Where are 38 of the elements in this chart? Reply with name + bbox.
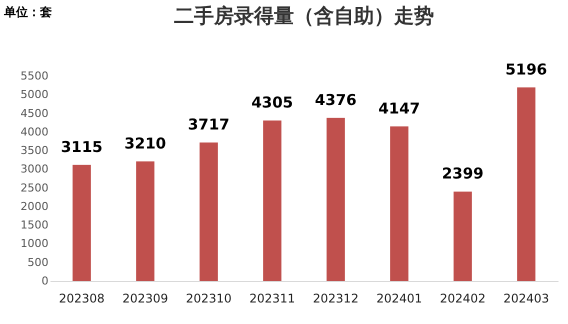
- y-tick-label: 1000: [20, 237, 48, 250]
- y-tick-label: 3500: [20, 144, 48, 158]
- bar: [517, 87, 536, 281]
- x-tick-label: 202403: [503, 292, 550, 306]
- data-label: 5196: [505, 60, 548, 78]
- y-tick-label: 0: [42, 274, 48, 288]
- text: 单位：套: [4, 4, 52, 21]
- y-tick-label: 4500: [20, 106, 48, 120]
- bar: [72, 164, 91, 281]
- data-label: 4376: [314, 90, 357, 109]
- y-tick-label: 2000: [20, 200, 48, 213]
- y-tick-label: 5000: [20, 88, 48, 102]
- y-tick-label: 1500: [20, 218, 48, 232]
- bar: [263, 120, 282, 281]
- x-tick-label: 202309: [122, 292, 168, 306]
- bar: [200, 142, 218, 281]
- chart-title: 二手房录得量（含自助）走势: [174, 3, 434, 28]
- x-tick-label: 202311: [249, 292, 296, 306]
- data-label: 3115: [60, 138, 103, 156]
- data-label: 2399: [442, 164, 484, 183]
- x-tick-label: 202401: [376, 292, 422, 306]
- data-label: 4305: [251, 94, 294, 112]
- y-tick-label: 4000: [20, 125, 48, 138]
- bar: [390, 126, 408, 281]
- data-label: 3210: [124, 134, 166, 152]
- y-tick-label: 2500: [20, 181, 48, 194]
- x-tick-label: 202310: [186, 292, 232, 306]
- y-tick-label: 3000: [20, 162, 48, 176]
- data-label: 3717: [188, 115, 230, 134]
- x-tick-label: 202402: [440, 292, 486, 306]
- y-tick-label: 5500: [20, 70, 48, 82]
- y-tick-label: 500: [28, 256, 48, 269]
- data-label: 4147: [378, 99, 420, 118]
- x-tick-label: 202308: [58, 292, 105, 306]
- x-tick-label: 202312: [312, 292, 359, 306]
- bar: [454, 192, 472, 281]
- bar: [136, 161, 154, 281]
- bar: [326, 118, 345, 281]
